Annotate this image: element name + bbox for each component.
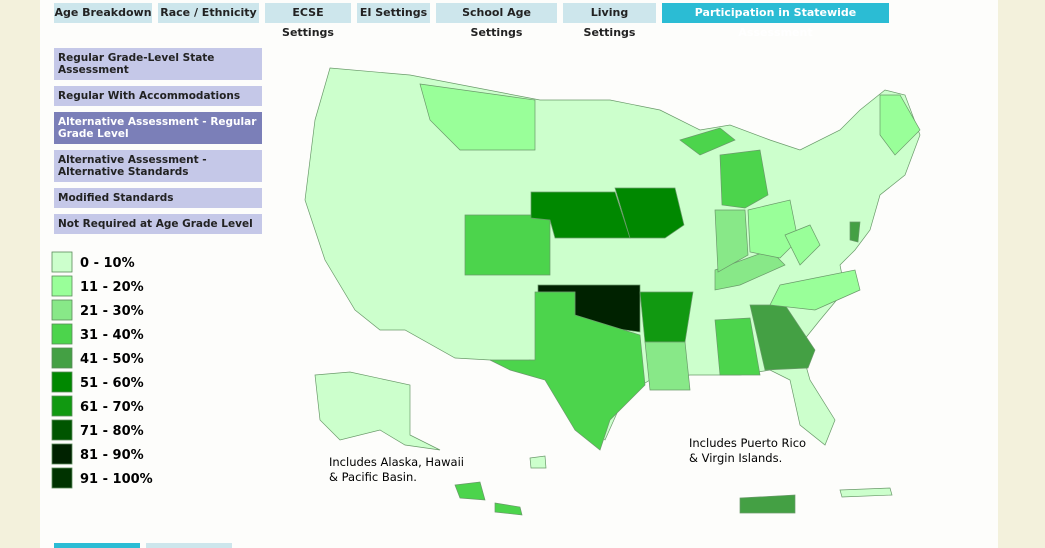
legend-label: 41 - 50%	[80, 352, 144, 367]
legend-swatch	[51, 323, 73, 345]
legend-label: 21 - 30%	[80, 304, 144, 319]
state	[849, 221, 861, 243]
map-note: & Virgin Islands.	[689, 451, 782, 465]
state	[714, 317, 761, 376]
button-label: Regular With Accommodations	[58, 90, 241, 102]
state	[639, 291, 694, 343]
state	[464, 214, 551, 276]
state	[719, 149, 769, 209]
legend-label: 81 - 90%	[80, 448, 144, 463]
puerto-rico	[739, 494, 796, 514]
state	[747, 199, 799, 259]
bottom-tab[interactable]	[146, 543, 232, 548]
legend-label: 0 - 10%	[80, 256, 135, 271]
side-button[interactable]: Regular Grade-Level State Assessment	[54, 48, 262, 80]
legend-swatch	[51, 467, 73, 489]
legend-swatch	[51, 419, 73, 441]
virgin-islands	[839, 487, 893, 498]
state	[714, 209, 749, 273]
button-label: Modified Standards	[58, 192, 174, 204]
button-label: Alternative Standards	[58, 166, 189, 178]
legend-swatch	[51, 299, 73, 321]
hawaii	[454, 481, 486, 501]
side-button[interactable]: Alternative Assessment - Regular Grade Le…	[54, 112, 262, 144]
tab[interactable]: Participation in Statewide Assessment	[662, 3, 889, 39]
tab[interactable]: School Age Settings	[436, 3, 557, 39]
legend-label: 61 - 70%	[80, 400, 144, 415]
us-map	[304, 67, 921, 516]
side-button[interactable]: Modified Standards	[54, 188, 262, 208]
pacific-islands	[529, 455, 547, 469]
state	[769, 269, 861, 311]
button-label: Not Required at Age Grade Level	[58, 218, 253, 230]
map-note: Includes Puerto Rico	[689, 436, 806, 450]
state	[614, 187, 685, 239]
tab[interactable]: ECSE Settings	[265, 3, 351, 39]
tab[interactable]: Race / Ethnicity	[158, 3, 259, 23]
legend-swatch	[51, 347, 73, 369]
map-note: & Pacific Basin.	[329, 470, 417, 484]
pacific-basin	[494, 502, 523, 516]
state	[419, 83, 536, 151]
button-label: Grade Level	[58, 128, 129, 140]
tab[interactable]: EI Settings	[357, 3, 430, 23]
legend-swatch	[51, 251, 73, 273]
button-label: Assessment	[58, 64, 129, 76]
state	[489, 291, 646, 451]
legend-swatch	[51, 371, 73, 393]
tab[interactable]: Age Breakdown	[54, 3, 152, 23]
legend-swatch	[51, 395, 73, 417]
bottom-tab[interactable]	[54, 543, 140, 548]
button-label: Regular Grade-Level State	[58, 52, 215, 64]
side-button[interactable]: Alternative Assessment - Alternative Stan…	[54, 150, 262, 182]
state	[679, 127, 736, 156]
state	[530, 191, 631, 239]
map-note: Includes Alaska, Hawaii	[329, 455, 464, 469]
legend-label: 71 - 80%	[80, 424, 144, 439]
side-button[interactable]: Regular With Accommodations	[54, 86, 262, 106]
state	[879, 94, 921, 156]
button-label: Alternative Assessment -	[58, 154, 207, 166]
legend-label: 11 - 20%	[80, 280, 144, 295]
legend-label: 31 - 40%	[80, 328, 144, 343]
alaska	[314, 371, 441, 451]
state	[644, 341, 691, 391]
button-label: Alternative Assessment - Regular	[58, 116, 257, 128]
legend-label: 51 - 60%	[80, 376, 144, 391]
legend-label: 91 - 100%	[80, 472, 153, 487]
side-button[interactable]: Not Required at Age Grade Level	[54, 214, 262, 234]
legend-swatch	[51, 443, 73, 465]
legend-swatch	[51, 275, 73, 297]
state	[784, 224, 821, 266]
tab[interactable]: Living Settings	[563, 3, 656, 39]
